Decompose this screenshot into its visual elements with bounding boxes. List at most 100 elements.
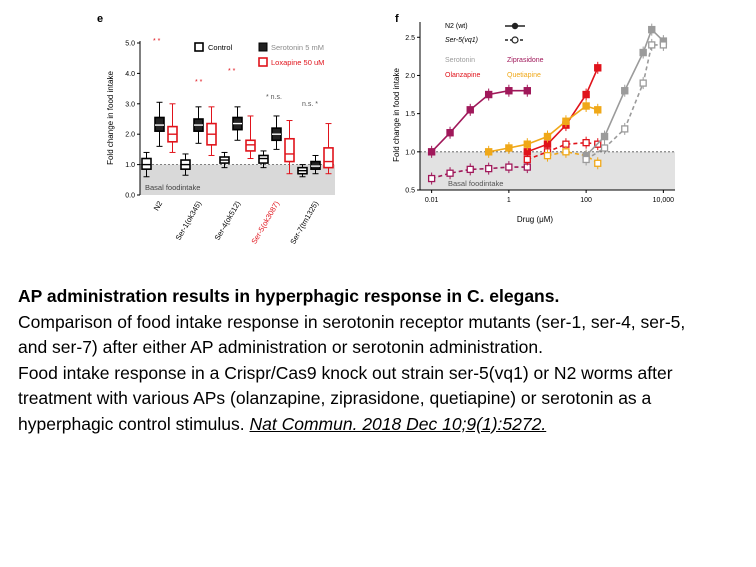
data-point	[600, 132, 609, 141]
y-tick-label-f: 2.5	[405, 35, 415, 42]
data-point	[659, 41, 668, 49]
panel-e-ylabel: Fold change in food intake	[106, 71, 115, 165]
y-tick-label-f: 0.5	[405, 188, 415, 195]
data-point	[582, 102, 590, 110]
panel-f-legend: N2 (wt) Ser-5(vq1) Serotonin Olanzapine …	[445, 22, 544, 79]
data-point	[600, 144, 609, 152]
series-line	[547, 150, 599, 164]
legend-serotonin-swatch	[258, 42, 268, 52]
legend-loxapine-swatch	[258, 57, 268, 67]
x-tick-label-f: 10,000	[653, 197, 675, 204]
series-line	[488, 105, 599, 153]
legend-ser5: Ser-5(vq1)	[445, 37, 478, 44]
data-point	[505, 163, 513, 171]
panel-f-letter: f	[395, 13, 399, 25]
legend-ser5-marker	[511, 36, 519, 44]
data-point	[648, 25, 656, 34]
data-point	[466, 106, 474, 114]
panel-f-ylabel: Fold change in food intake	[392, 68, 401, 162]
data-point	[594, 159, 602, 167]
y-tick-label-e: 0.0	[125, 193, 135, 200]
box	[284, 137, 295, 163]
figure-panel-e: e Fold change in food intake 0.0 1.0 2.0 3.…	[97, 13, 335, 246]
caption-paragraph-2-text: Food intake response in a Crispr/Cas9 kn…	[18, 362, 673, 434]
data-point	[639, 79, 647, 87]
box	[323, 147, 334, 169]
data-point	[594, 106, 602, 114]
panel-f-basal-label: Basal foodintake	[448, 179, 503, 188]
panel-f-axes: 0.5 1.0 1.5 2.0 2.5 0.01 1 100 10,000	[405, 22, 675, 204]
figure-caption: AP administration results in hyperphagic…	[18, 284, 718, 437]
data-point	[543, 151, 552, 160]
data-point	[621, 125, 629, 133]
data-point	[446, 169, 454, 177]
y-tick-label-f: 1.5	[405, 111, 415, 118]
x-tick-label-e: N2	[152, 200, 165, 213]
data-point	[562, 117, 570, 125]
x-tick-label-e: Ser-7(tm1325)	[288, 199, 320, 246]
box	[245, 139, 256, 152]
x-tick-label-e: Ser-5(ok3087)	[249, 199, 281, 245]
box	[310, 160, 321, 170]
data-point	[427, 174, 436, 183]
legend-control: Control	[208, 43, 233, 52]
data-point	[484, 90, 493, 99]
panel-f-xlabel: Drug (μM)	[517, 215, 554, 224]
legend-n2: N2 (wt)	[445, 23, 468, 30]
legend-ziprasidone: Ziprasidone	[507, 57, 544, 64]
caption-paragraph-1: Comparison of food intake response in se…	[18, 311, 686, 358]
panel-e-basal-label: Basal foodintake	[145, 183, 200, 192]
y-tick-label-f: 1.0	[405, 149, 415, 156]
data-point	[523, 140, 532, 148]
data-point	[505, 144, 513, 152]
figure-panel-f: f Fold change in food intake Drug (μM) 0…	[392, 13, 675, 224]
data-point	[621, 87, 629, 95]
x-tick-label-e: Ser-1(ok345)	[174, 199, 204, 242]
data-point	[648, 41, 656, 49]
data-point	[594, 64, 602, 72]
panel-e-legend: Control Serotonin 5 mM Loxapine 50 uM	[194, 42, 324, 67]
legend-quetiapine: Quetiapine	[507, 72, 541, 79]
y-tick-label-e: 4.0	[125, 71, 135, 78]
panel-f-series	[427, 23, 668, 185]
legend-serotonin-f: Serotonin	[445, 57, 475, 64]
data-point	[446, 129, 454, 137]
legend-olanzapine: Olanzapine	[445, 72, 481, 79]
data-point	[639, 48, 647, 57]
data-point	[466, 165, 474, 174]
legend-loxapine: Loxapine 50 uM	[271, 58, 324, 67]
significance-ser5: * n.s.	[266, 94, 282, 101]
data-point	[562, 148, 570, 156]
caption-title: AP administration results in hyperphagic…	[18, 286, 560, 306]
significance-n2: * *	[153, 38, 161, 45]
data-point	[485, 164, 493, 173]
panel-e-letter: e	[97, 13, 103, 25]
data-point	[582, 90, 590, 99]
significance-ser7: n.s. *	[302, 101, 318, 108]
legend-n2-marker	[511, 22, 519, 30]
series-line	[431, 89, 528, 153]
legend-control-swatch	[194, 42, 204, 52]
data-point	[582, 139, 590, 147]
y-tick-label-f: 2.0	[405, 73, 415, 80]
x-tick-label-f: 0.01	[425, 197, 439, 204]
data-point	[484, 148, 493, 156]
x-tick-label-f: 100	[580, 197, 592, 204]
panel-e-significance: * * * * * * * n.s. n.s. *	[153, 38, 318, 108]
data-point	[505, 87, 513, 95]
panel-e-boxes	[141, 101, 334, 178]
citation-link[interactable]: Nat Commun. 2018 Dec 10;9(1):5272.	[249, 413, 547, 434]
data-point	[543, 132, 552, 141]
y-tick-label-e: 1.0	[125, 162, 135, 169]
box	[141, 157, 152, 170]
y-tick-label-e: 5.0	[125, 41, 135, 48]
significance-ser4: * *	[228, 68, 236, 75]
data-point	[523, 87, 532, 95]
data-point	[582, 155, 590, 164]
caption-paragraph-2: Food intake response in a Crispr/Cas9 kn…	[18, 361, 718, 438]
y-tick-label-e: 3.0	[125, 101, 135, 108]
box	[154, 116, 165, 132]
series-line	[527, 141, 598, 161]
x-tick-label-f: 1	[507, 197, 511, 204]
significance-ser1: * *	[195, 79, 203, 86]
